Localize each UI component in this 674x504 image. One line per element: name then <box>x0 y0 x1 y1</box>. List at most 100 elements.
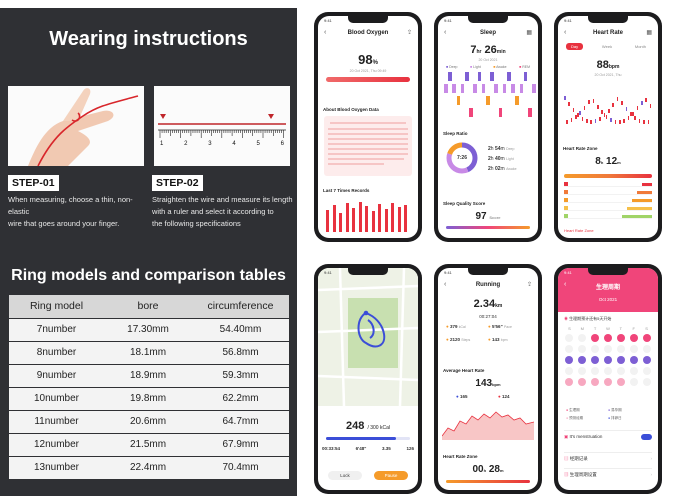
calendar-day[interactable] <box>591 334 600 342</box>
calendar-icon[interactable]: ▦ <box>526 30 532 36</box>
table-header-row: Ring model bore circumference <box>9 295 289 318</box>
step-02-line: Straighten the wire and measure its leng… <box>152 195 293 204</box>
calendar-day[interactable] <box>642 334 651 342</box>
spo2-number: 98 <box>358 52 373 67</box>
ruler-number: 4 <box>232 141 236 147</box>
score-heading: Sleep Quality Score <box>443 201 486 206</box>
calendar-day[interactable] <box>629 345 638 353</box>
calendar-day[interactable] <box>565 378 574 386</box>
calendar-day[interactable] <box>642 367 651 375</box>
notch <box>348 16 388 23</box>
run-distance: 2.34km <box>438 298 538 310</box>
record-bar <box>391 202 394 232</box>
share-icon[interactable]: ⇪ <box>526 282 532 288</box>
ratio-heading: Sleep Ratio <box>443 131 468 136</box>
menstruation-toggle[interactable] <box>641 434 652 440</box>
calendar-day[interactable] <box>565 367 574 375</box>
calendar-day[interactable] <box>603 367 612 375</box>
calendar-day[interactable] <box>603 334 612 342</box>
weekday-label: M <box>580 326 584 331</box>
hr-value: 88bpm <box>558 59 658 71</box>
period-month[interactable]: Oct 2021 <box>598 297 618 302</box>
calendar-day[interactable] <box>591 378 600 386</box>
calendar-day[interactable] <box>565 345 574 353</box>
sleep-screen: 9:41 ‹ Sleep ▦ 7hr 26min 20 Oct 2021 ■ D… <box>438 16 538 238</box>
calendar-day[interactable] <box>629 356 638 364</box>
weekday-label: S <box>568 326 571 331</box>
back-icon[interactable]: ‹ <box>444 29 447 36</box>
ruler-number: 1 <box>160 141 164 147</box>
cell-bore: 19.8mm <box>104 386 192 410</box>
lock-button[interactable]: Lock <box>328 471 362 480</box>
pause-button[interactable]: Pause <box>374 471 408 480</box>
sleep-stage-block <box>481 84 486 93</box>
calendar-day[interactable] <box>603 356 612 364</box>
calendar-day[interactable] <box>578 334 587 342</box>
calendar-day[interactable] <box>591 356 600 364</box>
back-icon[interactable]: ‹ <box>564 281 567 288</box>
score-unit: Score <box>489 215 501 220</box>
period-note: ◉ 生理期预计还有5天开始 <box>564 316 612 321</box>
calendar-day[interactable] <box>616 345 625 353</box>
calendar-day[interactable] <box>603 345 612 353</box>
ruler-numbers: 1 2 3 4 5 6 <box>160 141 284 147</box>
tab-day[interactable]: Day <box>566 43 584 50</box>
calendar-day[interactable] <box>591 367 600 375</box>
cell-ring-model: 8number <box>9 340 104 364</box>
calendar-day[interactable] <box>616 378 625 386</box>
tab-week[interactable]: Week <box>601 44 613 49</box>
calendar-day[interactable] <box>591 345 600 353</box>
calendar-day[interactable] <box>616 334 625 342</box>
record-bar <box>339 212 342 232</box>
donut-center: 7:26 <box>456 155 467 161</box>
run-hr-area-chart <box>441 406 535 440</box>
calendar-day[interactable] <box>616 356 625 364</box>
calendar-legend: ● 生理期 ● 易孕期 ● 预测经期 ● 排卵日 <box>566 408 650 421</box>
calendar-day[interactable] <box>578 356 587 364</box>
sleep-stage-block <box>469 108 473 117</box>
stat-distance: 3.35 <box>382 446 391 451</box>
ring-size-table: Ring model bore circumference 7number 17.… <box>9 295 289 479</box>
weekday-label: W <box>606 326 610 331</box>
calendar-day[interactable] <box>642 356 651 364</box>
share-icon[interactable]: ⇪ <box>406 30 412 36</box>
calendar-day[interactable] <box>565 334 574 342</box>
kcal-number: 248 <box>346 420 365 432</box>
back-icon[interactable]: ‹ <box>444 281 447 288</box>
calendar-day[interactable] <box>629 367 638 375</box>
calendar-day[interactable] <box>603 378 612 386</box>
back-icon[interactable]: ‹ <box>564 29 567 36</box>
legend-fertile: ● 易孕期 <box>608 408 622 412</box>
ratio-row: 2h 02m Awake <box>488 166 517 172</box>
menu-cycle-settings[interactable]: ▥ 生理周期设置 › <box>564 468 652 480</box>
sleep-stage-block <box>502 84 507 93</box>
avg-hr-heading: Average Heart Rate <box>443 368 485 373</box>
calendar-day[interactable] <box>578 378 587 386</box>
sleep-hours-unit: hr <box>476 49 482 55</box>
legend-awake: ■ Awake <box>493 65 507 69</box>
hr-unit: bpm <box>608 64 620 70</box>
calendar-day[interactable] <box>578 345 587 353</box>
sleep-stage-block <box>452 84 456 93</box>
hr-point <box>625 106 628 111</box>
map-view[interactable] <box>318 268 418 407</box>
hr-point <box>647 119 650 124</box>
calendar-day[interactable] <box>565 356 574 364</box>
zone-row <box>564 198 652 203</box>
hr-point <box>638 118 641 123</box>
notch <box>468 16 508 23</box>
spo2-value: 98% <box>318 52 418 67</box>
menu-period-record[interactable]: ▤ 经期记录 › <box>564 452 652 464</box>
calendar-day[interactable] <box>578 367 587 375</box>
tab-month[interactable]: Month <box>634 44 646 49</box>
record-bar <box>371 211 375 232</box>
hr-point <box>588 99 590 104</box>
calendar-icon[interactable]: ▦ <box>646 30 652 36</box>
calendar-day[interactable] <box>616 367 625 375</box>
calendar-day[interactable] <box>642 378 651 386</box>
calendar-day[interactable] <box>642 345 651 353</box>
back-icon[interactable]: ‹ <box>324 29 327 36</box>
calendar-day[interactable] <box>629 334 638 342</box>
calendar-day[interactable] <box>629 378 638 386</box>
hr-min-value: 165 <box>459 394 468 399</box>
